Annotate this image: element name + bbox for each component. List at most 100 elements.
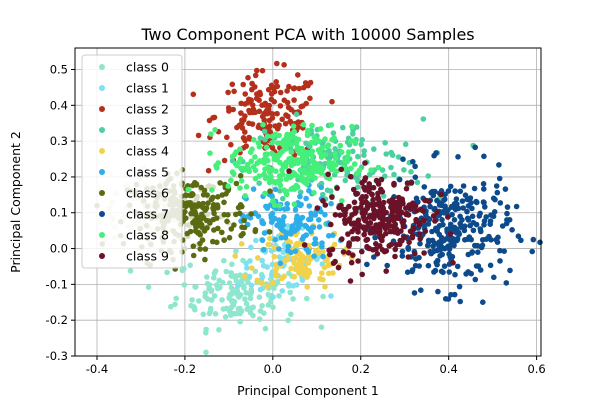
data-point xyxy=(364,261,370,268)
data-point xyxy=(245,74,251,81)
data-point xyxy=(192,217,198,224)
data-point xyxy=(301,167,308,173)
data-point xyxy=(413,216,419,223)
data-point xyxy=(298,174,305,181)
data-point xyxy=(221,157,228,164)
data-point xyxy=(493,183,500,189)
data-point xyxy=(268,91,275,97)
data-point xyxy=(469,249,476,255)
data-point xyxy=(445,207,451,213)
data-point xyxy=(453,230,460,236)
data-point xyxy=(207,305,214,312)
data-point xyxy=(246,98,252,105)
data-point xyxy=(304,284,311,290)
data-point xyxy=(384,262,391,269)
data-point xyxy=(202,246,209,252)
data-point xyxy=(280,195,286,202)
data-point xyxy=(277,177,284,184)
data-point xyxy=(201,187,208,194)
data-point xyxy=(411,290,418,296)
data-point xyxy=(319,145,325,151)
data-point xyxy=(320,198,326,204)
data-point xyxy=(211,275,217,281)
chart-title: Two Component PCA with 10000 Samples xyxy=(140,25,474,44)
data-point xyxy=(229,261,235,268)
data-point xyxy=(472,276,479,283)
data-point xyxy=(253,67,260,74)
data-point xyxy=(259,67,266,74)
data-point xyxy=(299,214,306,221)
data-point xyxy=(235,306,242,312)
data-point xyxy=(481,186,487,192)
data-point xyxy=(248,286,255,293)
data-point xyxy=(241,117,247,123)
data-point xyxy=(349,123,355,130)
y-tick-label: 0.4 xyxy=(50,98,68,112)
data-point xyxy=(305,260,312,266)
data-point xyxy=(391,180,397,187)
data-point xyxy=(272,186,279,193)
data-point xyxy=(237,185,243,191)
data-point xyxy=(221,257,227,264)
data-point xyxy=(333,155,339,162)
data-point xyxy=(284,201,291,207)
data-point xyxy=(212,268,219,274)
legend-label: class 0 xyxy=(126,60,169,75)
data-point xyxy=(293,242,299,248)
data-point xyxy=(455,154,461,160)
data-point xyxy=(331,135,337,141)
data-point xyxy=(187,200,194,206)
data-point xyxy=(412,174,419,180)
data-point xyxy=(249,102,256,108)
data-point xyxy=(190,243,197,249)
data-point xyxy=(297,221,304,228)
data-point xyxy=(322,211,328,218)
data-point xyxy=(362,175,369,181)
data-point xyxy=(497,200,504,206)
data-point xyxy=(383,268,390,274)
series-class-2 xyxy=(190,60,335,174)
data-point xyxy=(205,200,211,206)
data-point xyxy=(372,234,378,241)
data-point xyxy=(206,183,213,189)
data-point xyxy=(306,203,313,209)
data-point xyxy=(373,246,379,252)
data-point xyxy=(300,84,307,91)
data-point xyxy=(215,285,221,292)
data-point xyxy=(234,162,240,169)
data-point xyxy=(396,194,402,201)
data-point xyxy=(451,217,458,223)
data-point xyxy=(212,127,218,133)
data-point xyxy=(283,112,289,118)
data-point xyxy=(303,100,310,107)
data-point xyxy=(460,183,467,189)
data-point xyxy=(270,304,276,311)
data-point xyxy=(497,247,503,254)
data-point xyxy=(261,171,267,177)
legend-marker xyxy=(99,190,105,196)
data-point xyxy=(359,180,365,186)
data-point xyxy=(255,213,262,220)
data-point xyxy=(274,110,280,117)
data-point xyxy=(269,83,276,90)
data-point xyxy=(270,178,276,185)
data-point xyxy=(208,288,214,295)
data-point xyxy=(238,165,244,172)
data-point xyxy=(265,103,272,110)
data-point xyxy=(222,314,229,320)
legend-label: class 4 xyxy=(126,144,169,159)
data-point xyxy=(238,110,244,116)
data-point xyxy=(274,60,280,67)
data-point xyxy=(322,284,328,290)
data-point xyxy=(303,195,309,202)
data-point xyxy=(265,241,272,248)
data-point xyxy=(454,263,461,270)
data-point xyxy=(441,197,447,203)
data-point xyxy=(373,241,379,247)
data-point xyxy=(479,237,486,243)
data-point xyxy=(362,216,369,223)
data-point xyxy=(349,212,355,218)
data-point xyxy=(332,258,338,265)
data-point xyxy=(187,262,193,269)
data-point xyxy=(257,135,264,141)
